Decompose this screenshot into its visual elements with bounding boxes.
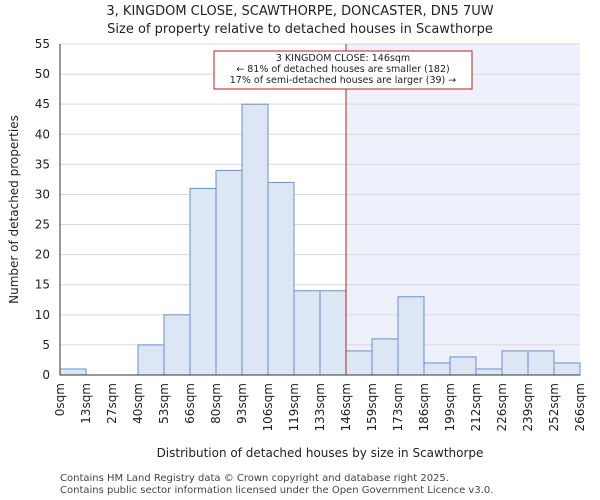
histogram-bar — [527, 350, 555, 376]
y-tick-label: 30 — [35, 187, 50, 201]
y-tick-label: 55 — [35, 37, 50, 51]
histogram-bar — [267, 181, 295, 376]
histogram-bar — [163, 314, 191, 376]
x-tick-label: 66sqm — [183, 383, 197, 424]
y-tick-label: 15 — [35, 278, 50, 292]
histogram-bar — [215, 169, 243, 376]
x-tick-label: 186sqm — [417, 383, 431, 431]
y-tick-label: 20 — [35, 248, 50, 262]
y-tick-label: 10 — [35, 308, 50, 322]
highlight-region — [346, 44, 580, 375]
histogram-bar — [189, 187, 217, 376]
footer-line-1: Contains HM Land Registry data © Crown c… — [60, 473, 449, 484]
x-tick-label: 159sqm — [365, 383, 379, 431]
chart-title: 3, KINGDOM CLOSE, SCAWTHORPE, DONCASTER,… — [106, 4, 494, 19]
annotation-line: 17% of semi-detached houses are larger (… — [230, 75, 457, 86]
x-tick-label: 266sqm — [573, 383, 587, 431]
y-tick-label: 0 — [42, 368, 50, 382]
histogram-bar — [345, 350, 373, 376]
y-tick-label: 50 — [35, 67, 50, 81]
x-tick-label: 212sqm — [469, 383, 483, 431]
histogram-bar — [371, 338, 399, 376]
x-tick-label: 106sqm — [261, 383, 275, 431]
y-tick-label: 40 — [35, 127, 50, 141]
x-tick-label: 80sqm — [209, 383, 223, 424]
y-axis-label: Number of detached properties — [7, 115, 21, 304]
histogram-bar — [137, 344, 165, 376]
histogram-bar — [59, 368, 87, 376]
x-tick-label: 252sqm — [547, 383, 561, 431]
histogram-bar — [293, 290, 321, 376]
y-tick-label: 35 — [35, 157, 50, 171]
histogram-bar — [475, 368, 503, 376]
x-tick-label: 133sqm — [313, 383, 327, 431]
annotation-line: 3 KINGDOM CLOSE: 146sqm — [276, 53, 410, 64]
x-tick-label: 0sqm — [53, 383, 67, 416]
x-tick-label: 13sqm — [79, 383, 93, 424]
x-tick-label: 93sqm — [235, 383, 249, 424]
histogram-bar — [423, 362, 451, 376]
histogram-bar — [397, 296, 425, 376]
y-tick-label: 25 — [35, 218, 50, 232]
annotation-box — [213, 50, 473, 90]
histogram-bar — [319, 290, 347, 376]
y-tick-label: 45 — [35, 97, 50, 111]
y-tick-label: 5 — [42, 338, 50, 352]
x-tick-label: 119sqm — [287, 383, 301, 431]
x-tick-label: 27sqm — [105, 383, 119, 424]
x-tick-label: 173sqm — [391, 383, 405, 431]
x-tick-label: 53sqm — [157, 383, 171, 424]
x-tick-label: 226sqm — [495, 383, 509, 431]
x-tick-label: 40sqm — [131, 383, 145, 424]
chart-subtitle: Size of property relative to detached ho… — [107, 22, 493, 37]
histogram-bar — [553, 362, 581, 376]
x-tick-label: 199sqm — [443, 383, 457, 431]
x-tick-label: 239sqm — [521, 383, 535, 431]
annotation-line: ← 81% of detached houses are smaller (18… — [236, 64, 449, 75]
histogram-bar — [241, 103, 269, 376]
histogram-bar — [449, 356, 477, 376]
x-tick-label: 146sqm — [339, 383, 353, 431]
x-axis-label: Distribution of detached houses by size … — [157, 446, 484, 460]
footer-line-2: Contains public sector information licen… — [60, 485, 494, 496]
histogram-bar — [501, 350, 529, 376]
